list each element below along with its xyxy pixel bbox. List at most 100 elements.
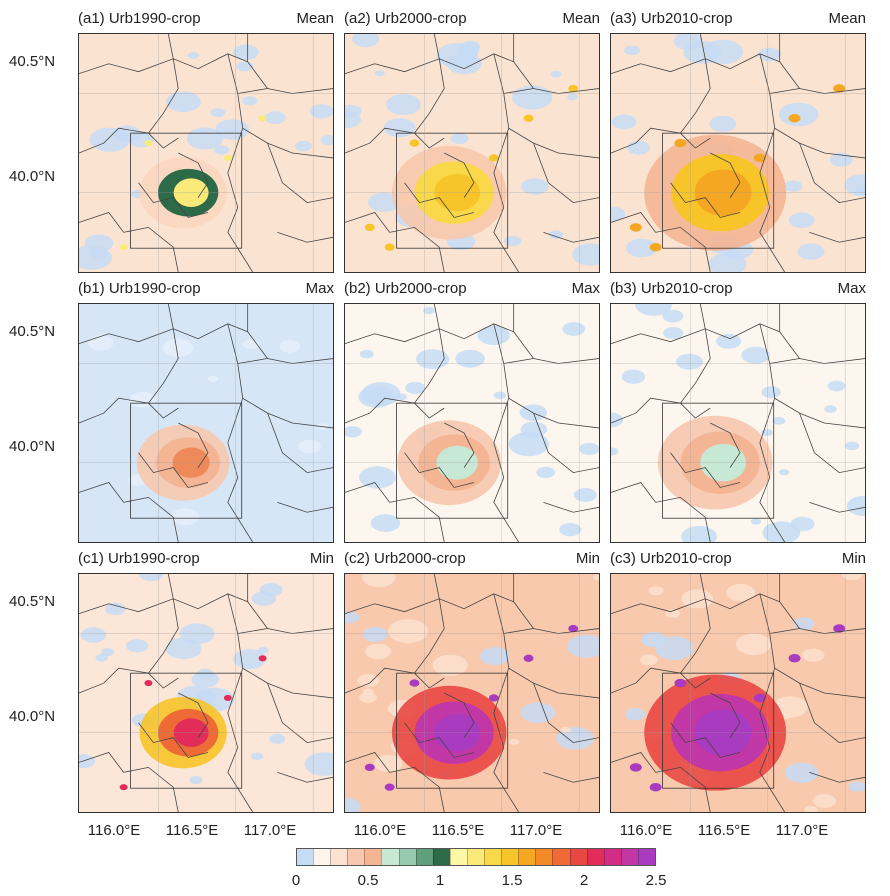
- speckle-patch: [813, 794, 836, 808]
- speckle-patch: [662, 309, 684, 323]
- speckle-patch: [829, 152, 853, 167]
- map-panel: [78, 303, 334, 543]
- colorbar-cell: [432, 849, 450, 865]
- speckle-patch: [458, 42, 480, 56]
- speckle-patch: [189, 776, 203, 785]
- inner-domain-box: [662, 132, 775, 249]
- speckle-patch: [548, 230, 564, 240]
- inner-domain-box: [396, 132, 509, 249]
- speckle-patch: [750, 518, 762, 525]
- town-spot: [629, 223, 642, 232]
- town-spot: [674, 678, 687, 688]
- panel-stat: Max: [305, 280, 334, 297]
- colorbar: [296, 848, 656, 866]
- colorbar-cell: [603, 849, 621, 865]
- colorbar-cell: [347, 849, 365, 865]
- county-boundary: [670, 452, 741, 488]
- speckle-patch: [520, 421, 548, 438]
- map-canvas: [611, 34, 865, 272]
- town-spot: [409, 679, 420, 687]
- speckle-patch: [827, 380, 846, 392]
- speckle-patch: [374, 754, 403, 772]
- speckle-patch: [279, 340, 301, 353]
- speckle-patch: [370, 514, 401, 532]
- speckle-patch: [359, 349, 374, 359]
- panel-title: (b3) Urb2010-crop: [610, 280, 733, 297]
- town-spot: [523, 114, 534, 122]
- speckle-patch: [345, 426, 362, 438]
- x-tick-label: 117.0°E: [509, 822, 563, 839]
- speckle-patch: [640, 631, 667, 648]
- county-boundary: [79, 397, 179, 424]
- town-spot: [119, 784, 128, 791]
- town-spot: [568, 624, 579, 633]
- map-panel: [610, 573, 866, 813]
- town-spot: [788, 114, 801, 123]
- map-background: [345, 304, 599, 542]
- speckle-patch: [242, 96, 258, 106]
- map-canvas: [79, 304, 333, 542]
- county-boundary: [493, 398, 519, 542]
- speckle-patch: [357, 673, 380, 688]
- speckle-patch: [374, 70, 385, 77]
- panel-stat: Max: [837, 280, 866, 297]
- town-spot: [384, 783, 395, 791]
- speckle-patch: [573, 488, 597, 502]
- map-panel: [344, 33, 600, 273]
- panel-stat: Mean: [562, 10, 600, 27]
- speckle-patch: [345, 111, 362, 129]
- town-spot: [144, 680, 153, 687]
- map-panel: [78, 33, 334, 273]
- map-panel: [344, 573, 600, 813]
- speckle-patch: [432, 654, 468, 676]
- town-spot: [649, 782, 662, 792]
- colorbar-tick-label: 2.5: [645, 872, 667, 889]
- speckle-patch: [210, 108, 226, 118]
- speckle-patch: [493, 391, 507, 400]
- speckle-patch: [304, 752, 333, 776]
- speckle-patch: [365, 643, 392, 660]
- colorbar-cell: [398, 849, 416, 865]
- speckle-patch: [87, 335, 114, 351]
- speckle-patch: [166, 91, 201, 113]
- map-panel: [610, 303, 866, 543]
- map-panel: [610, 33, 866, 273]
- speckle-patch: [232, 649, 267, 670]
- town-spot: [223, 694, 232, 702]
- speckle-patch: [455, 349, 485, 368]
- speckle-patch: [673, 34, 703, 50]
- speckle-patch: [550, 70, 562, 78]
- colorbar-tick-label: 1.5: [501, 872, 523, 889]
- speckle-patch: [359, 692, 377, 703]
- colorbar-cell: [381, 849, 399, 865]
- county-boundary: [345, 752, 445, 812]
- speckle-patch: [702, 39, 744, 65]
- county-boundary: [809, 771, 865, 783]
- speckle-patch: [572, 243, 599, 266]
- speckle-patch: [358, 466, 396, 489]
- speckle-patch: [298, 439, 321, 454]
- county-boundary: [710, 692, 741, 738]
- county-boundary: [543, 771, 599, 783]
- inner-domain-box: [396, 402, 509, 519]
- speckle-patch: [559, 522, 582, 537]
- map-canvas: [345, 574, 599, 812]
- colorbar-cell: [297, 849, 314, 865]
- county-boundary: [227, 128, 253, 272]
- town-spot: [674, 138, 687, 148]
- county-boundary: [277, 501, 333, 513]
- speckle-patch: [802, 648, 825, 662]
- speckle-patch: [708, 252, 747, 272]
- speckle-patch: [855, 186, 865, 196]
- speckle-patch: [387, 619, 429, 644]
- speckle-patch: [129, 391, 156, 408]
- inner-domain-box: [662, 402, 775, 519]
- speckle-patch: [512, 85, 553, 110]
- county-boundary: [670, 722, 741, 758]
- speckle-patch: [352, 34, 380, 48]
- colorbar-cell: [518, 849, 536, 865]
- inner-domain-box: [662, 672, 775, 789]
- speckle-patch: [422, 306, 435, 315]
- speckle-patch: [521, 178, 549, 195]
- county-boundary: [247, 34, 333, 94]
